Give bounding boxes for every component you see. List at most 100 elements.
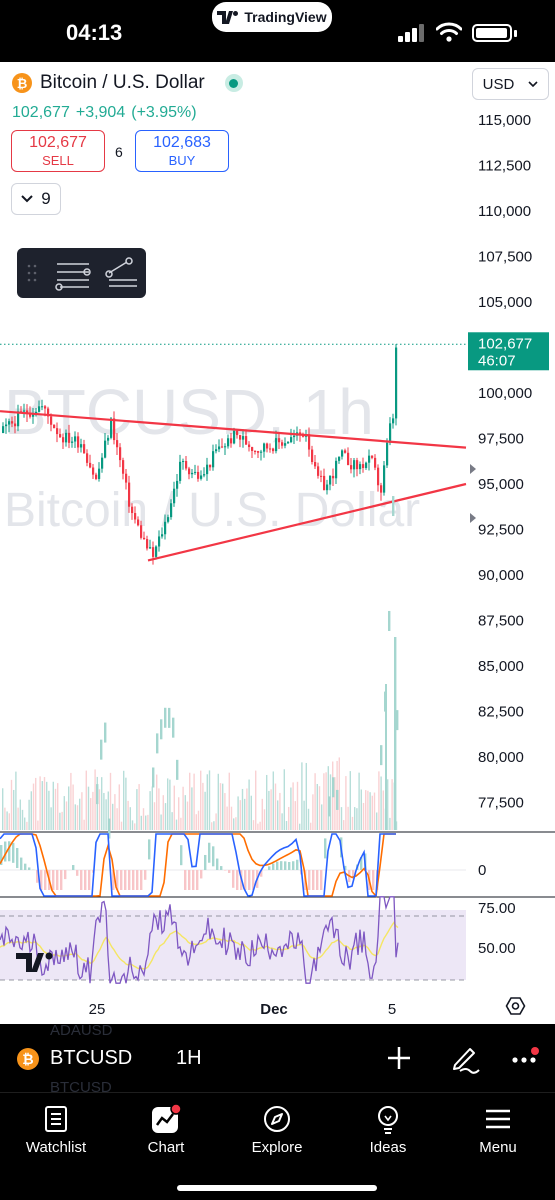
candle-body xyxy=(341,450,344,457)
sell-button[interactable]: 102,677 SELL xyxy=(11,130,105,172)
volume-bar xyxy=(244,798,246,830)
macd-histogram-bar xyxy=(84,870,87,890)
macd-histogram-bar xyxy=(316,870,319,890)
candle-body xyxy=(158,536,161,547)
volume-bar xyxy=(394,637,397,830)
macd-histogram-bar xyxy=(28,867,31,870)
macd-histogram-bar xyxy=(228,870,231,873)
volume-bar xyxy=(222,783,224,830)
volume-bar xyxy=(186,801,189,830)
volume-bar xyxy=(382,790,384,830)
object-tree-icon[interactable] xyxy=(55,263,91,291)
add-plus-icon[interactable] xyxy=(381,1040,417,1076)
ghost-symbol-above: ADAUSD xyxy=(50,1022,113,1039)
buy-button[interactable]: 102,683 BUY xyxy=(135,130,229,172)
more-options-icon[interactable] xyxy=(506,1040,542,1076)
macd-histogram-bar xyxy=(380,745,383,766)
volume-bar xyxy=(142,808,145,830)
indicators-toggle[interactable]: 9 xyxy=(11,183,61,215)
volume-bar xyxy=(24,817,26,830)
volume-bar xyxy=(162,795,164,830)
volume-bar xyxy=(325,772,327,830)
logo-part xyxy=(31,953,44,972)
macd-axis-tick: 0 xyxy=(478,862,486,879)
candle-body xyxy=(164,521,167,535)
volume-bar xyxy=(219,783,222,830)
volume-bar xyxy=(184,795,186,830)
symbol-title[interactable]: Bitcoin / U.S. Dollar xyxy=(40,72,205,93)
candle-body xyxy=(383,465,386,493)
market-open-icon[interactable] xyxy=(224,74,243,92)
tab-watchlist[interactable]: Watchlist xyxy=(6,1103,106,1156)
macd-histogram-bar xyxy=(284,861,287,870)
volume-bar xyxy=(48,790,50,830)
volume-bar xyxy=(224,793,226,830)
volume-bar xyxy=(59,812,61,830)
macd-histogram-bar xyxy=(392,496,395,517)
tab-label: Chart xyxy=(147,1139,185,1156)
tab-ideas[interactable]: Ideas xyxy=(338,1103,438,1156)
interval-button[interactable]: 1H xyxy=(176,1047,202,1069)
bitcoin-icon: ₿ xyxy=(17,1048,39,1070)
macd-histogram-bar xyxy=(244,870,247,890)
candle-body xyxy=(188,468,191,475)
candle-body xyxy=(209,464,212,468)
candle-body xyxy=(344,450,347,453)
macd-histogram-bar xyxy=(312,870,315,890)
trendline-upper xyxy=(0,410,467,449)
macd-histogram-bar xyxy=(328,796,331,817)
volume-bar xyxy=(15,771,17,830)
candle-body xyxy=(311,449,314,463)
volume-bar xyxy=(279,792,281,830)
candle-body xyxy=(392,418,395,424)
tradingview-pill[interactable]: TradingView xyxy=(212,2,332,32)
volume-bar xyxy=(296,781,299,830)
volume-bar xyxy=(202,782,204,830)
watermark-symbol: BTCUSD, 1h xyxy=(4,376,374,448)
candle-body xyxy=(356,460,359,470)
volume-bar xyxy=(376,812,378,830)
time-axis-tick: 25 xyxy=(89,1001,106,1018)
volume-bar xyxy=(195,814,197,830)
volume-bar xyxy=(338,757,340,830)
tab-explore[interactable]: Explore xyxy=(227,1103,327,1156)
candle-body xyxy=(377,467,380,486)
macd-histogram-bar xyxy=(8,841,11,862)
tab-menu[interactable]: Menu xyxy=(448,1103,548,1156)
volume-bar xyxy=(138,784,140,830)
volume-bar xyxy=(301,762,303,830)
drawing-toolbar[interactable] xyxy=(17,248,146,298)
volume-bar xyxy=(116,808,118,830)
candle-body xyxy=(113,418,116,441)
volume-bar xyxy=(17,807,19,830)
candle-body xyxy=(335,460,338,479)
macd-histogram-bar xyxy=(72,865,75,870)
macd-histogram-bar xyxy=(172,717,175,738)
candle-body xyxy=(272,448,275,452)
volume-bar xyxy=(147,814,149,830)
candle-body xyxy=(119,447,122,461)
candle-body xyxy=(224,446,227,448)
tab-chart[interactable]: Chart xyxy=(116,1103,216,1156)
chart-area[interactable]: BTCUSD, 1h Bitcoin / U.S. Dollar 115,000 11… xyxy=(0,62,555,1024)
volume-bar xyxy=(109,772,112,830)
symbol-header[interactable]: ₿ Bitcoin / U.S. Dollar xyxy=(12,72,243,94)
volume-bar xyxy=(175,819,178,830)
currency-selector[interactable]: USD xyxy=(472,68,549,100)
chart-canvas[interactable]: BTCUSD, 1h Bitcoin / U.S. Dollar 115,000 11… xyxy=(0,62,555,1024)
volume-bar xyxy=(43,777,46,830)
drag-handle-icon[interactable] xyxy=(27,264,37,282)
drawing-pen-icon[interactable] xyxy=(446,1040,482,1076)
symbol-search-button[interactable]: BTCUSD xyxy=(50,1047,133,1069)
settings-gear-icon[interactable] xyxy=(505,997,526,1015)
wifi-icon xyxy=(436,22,462,42)
trendline-tool-icon[interactable] xyxy=(105,257,137,287)
candle-body xyxy=(107,437,110,441)
candle-body xyxy=(200,475,203,479)
volume-bar xyxy=(356,808,358,830)
volume-bar xyxy=(360,789,362,830)
candle-body xyxy=(338,456,341,461)
volume-bar xyxy=(314,773,316,830)
price-axis-tick: 77,500 xyxy=(478,795,524,812)
macd-histogram-bar xyxy=(180,845,183,866)
